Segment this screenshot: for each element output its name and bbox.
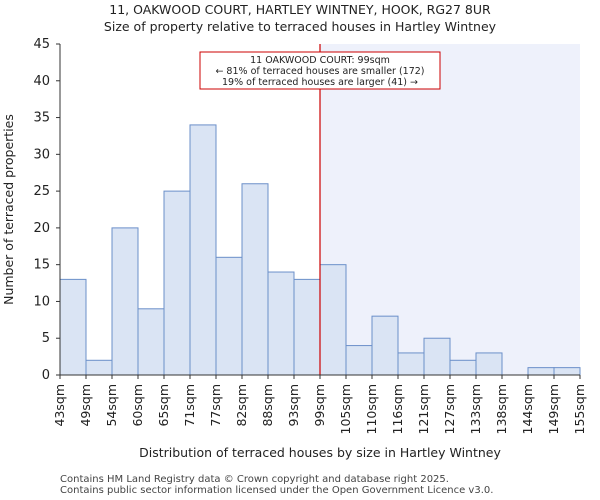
x-tick-label: 99sqm [312, 384, 327, 427]
annotation-box [199, 51, 441, 90]
bar [319, 264, 347, 376]
y-tick-label: 0 [42, 368, 50, 383]
x-tick-label: 93sqm [286, 384, 301, 427]
chart-subtitle: Size of property relative to terraced ho… [103, 19, 497, 34]
x-tick-label: 77sqm [208, 384, 223, 427]
y-tick-label: 45 [33, 37, 50, 52]
x-tick-label: 82sqm [234, 384, 249, 427]
y-tick-label: 15 [33, 258, 50, 273]
bar [85, 359, 113, 376]
bar [189, 124, 217, 376]
bar [163, 190, 191, 376]
bar [293, 278, 321, 376]
footer-licence: Contains public sector information licen… [60, 485, 494, 496]
x-tick-label: 65sqm [156, 384, 171, 427]
bar [345, 345, 373, 376]
x-tick-label: 105sqm [338, 384, 353, 434]
x-tick-label: 71sqm [182, 384, 197, 427]
bar [423, 337, 451, 376]
x-tick-label: 116sqm [390, 384, 405, 434]
annotation-line: ← 81% of terraced houses are smaller (17… [215, 66, 424, 77]
x-tick-label: 110sqm [364, 384, 379, 434]
bar [371, 315, 399, 376]
bar [111, 227, 139, 376]
x-tick-label: 155sqm [572, 384, 587, 434]
bar [267, 271, 295, 376]
x-tick-label: 133sqm [468, 384, 483, 434]
bar [241, 183, 269, 376]
x-tick-label: 144sqm [520, 384, 535, 434]
annotation-line: 19% of terraced houses are larger (41) → [222, 77, 418, 88]
y-tick-label: 5 [42, 331, 50, 346]
x-tick-label: 127sqm [442, 384, 457, 434]
x-tick-label: 60sqm [130, 384, 145, 427]
y-axis-title: Number of terraced properties [1, 114, 16, 305]
x-tick-label: 49sqm [78, 384, 93, 427]
bar [475, 352, 503, 376]
y-tick-label: 10 [33, 294, 50, 309]
y-tick-label: 35 [33, 111, 50, 126]
annotation-line: 11 OAKWOOD COURT: 99sqm [250, 55, 390, 66]
bar [397, 352, 425, 376]
y-tick-label: 25 [33, 184, 50, 199]
x-tick-label: 138sqm [494, 384, 509, 434]
x-tick-label: 43sqm [52, 384, 67, 427]
x-tick-label: 149sqm [546, 384, 561, 434]
x-axis-title: Distribution of terraced houses by size … [139, 445, 501, 460]
bar [59, 278, 87, 376]
bar [527, 367, 555, 376]
highlight-region [320, 44, 580, 375]
footer-copyright: Contains HM Land Registry data © Crown c… [60, 474, 449, 485]
bar [137, 308, 165, 376]
x-tick-label: 88sqm [260, 384, 275, 427]
bar [449, 359, 477, 376]
y-tick-label: 20 [33, 221, 50, 236]
y-tick-label: 40 [33, 74, 50, 89]
chart-title: 11, OAKWOOD COURT, HARTLEY WINTNEY, HOOK… [109, 2, 491, 17]
x-tick-label: 54sqm [104, 384, 119, 427]
bar [553, 367, 581, 376]
x-tick-label: 121sqm [416, 384, 431, 434]
y-tick-label: 30 [33, 147, 50, 162]
bar [215, 256, 243, 376]
